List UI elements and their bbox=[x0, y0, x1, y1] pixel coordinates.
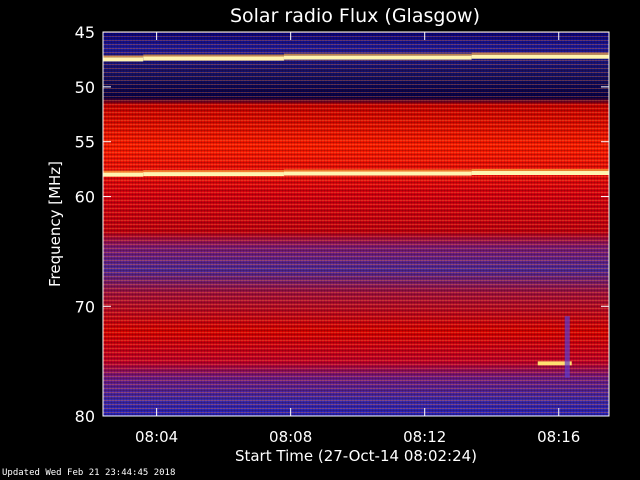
bright-line-segment bbox=[103, 57, 144, 62]
y-tick-group: 45 50 55 60 70 80 bbox=[75, 23, 609, 426]
bright-line-halo bbox=[103, 170, 144, 173]
x-axis-label: Start Time (27-Oct-14 08:02:24) bbox=[235, 447, 477, 465]
bright-line-halo bbox=[103, 55, 144, 58]
bright-line-halo bbox=[143, 54, 284, 57]
burst-column bbox=[564, 316, 570, 378]
y-tick-label: 55 bbox=[75, 133, 95, 152]
spectrogram-time-bins bbox=[103, 32, 609, 416]
x-tick-group: 08:04 08:08 08:12 08:16 bbox=[135, 32, 580, 446]
bright-line-segment bbox=[143, 172, 284, 177]
y-tick-label: 70 bbox=[75, 297, 95, 316]
y-tick-label: 80 bbox=[75, 407, 95, 426]
bright-line-segment bbox=[103, 172, 144, 177]
y-tick-label: 45 bbox=[75, 23, 95, 42]
bright-line-segment bbox=[471, 54, 609, 59]
chart-title: Solar radio Flux (Glasgow) bbox=[230, 5, 480, 27]
y-tick-label: 50 bbox=[75, 78, 95, 97]
plot-border bbox=[102, 31, 610, 417]
bright-line-halo bbox=[143, 170, 284, 173]
updated-timestamp: Updated Wed Feb 21 23:44:45 2018 bbox=[2, 468, 176, 478]
bright-line-halo bbox=[283, 169, 472, 172]
plot-area bbox=[102, 31, 610, 417]
bright-line-segment bbox=[143, 56, 284, 61]
x-tick-label: 08:08 bbox=[269, 428, 312, 446]
bright-line-halo bbox=[471, 169, 609, 172]
bright-line-halo bbox=[283, 53, 472, 56]
x-tick-label: 08:12 bbox=[403, 428, 446, 446]
bright-line-segment bbox=[471, 171, 609, 176]
y-axis-label: Frequency [MHz] bbox=[46, 161, 64, 287]
x-tick-label: 08:16 bbox=[537, 428, 580, 446]
bright-line-segment bbox=[283, 171, 472, 176]
bright-line-segment bbox=[283, 55, 472, 60]
bright-line-halo bbox=[471, 52, 609, 55]
burst-mark bbox=[537, 361, 572, 366]
x-tick-label: 08:04 bbox=[135, 428, 178, 446]
y-tick-label: 60 bbox=[75, 188, 95, 207]
